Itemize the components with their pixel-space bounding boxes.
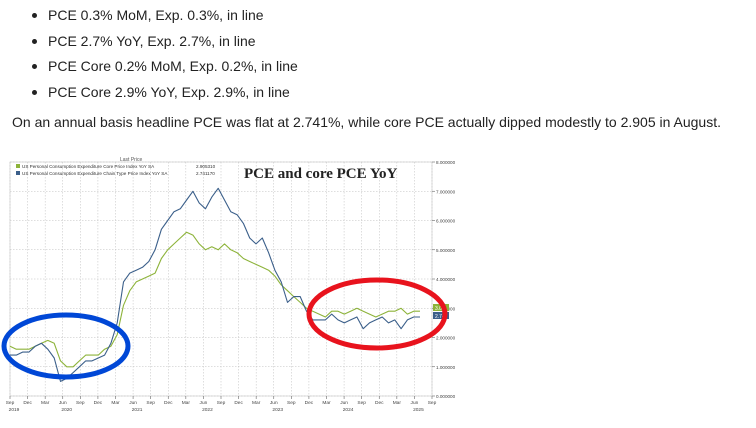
legend-label-headline: US Personal Consumption Expenditure Chai… bbox=[22, 171, 168, 176]
current-value-label-core: 3.00 bbox=[435, 306, 445, 312]
x-tick-label: Jun bbox=[129, 400, 137, 406]
chart-title: PCE and core PCE YoY bbox=[244, 166, 398, 182]
x-tick-label: Mar bbox=[252, 400, 261, 406]
legend-value-headline: 2.741170 bbox=[196, 171, 215, 176]
x-tick-label: Jun bbox=[270, 400, 278, 406]
y-tick-label: 7.000000 bbox=[436, 189, 456, 194]
legend-swatch-headline bbox=[16, 171, 20, 175]
x-tick-label: Sep bbox=[287, 400, 296, 406]
y-tick-label: 0.000000 bbox=[436, 394, 456, 399]
x-tick-label: Dec bbox=[234, 400, 243, 406]
x-year-label: 2019 bbox=[9, 407, 20, 413]
current-value-tag-core bbox=[433, 304, 449, 311]
current-value-tags: 3.00 2.74 bbox=[433, 304, 449, 320]
legend-label-core: US Personal Consumption Expenditure Core… bbox=[22, 164, 155, 169]
bullet-dot bbox=[32, 64, 37, 69]
x-tick-label: Dec bbox=[164, 400, 173, 406]
x-axis: Sep Dec Mar Jun Sep Dec Mar Jun Sep Dec Mar Jun Sep D… bbox=[6, 396, 437, 413]
x-tick-label: Sep bbox=[146, 400, 155, 406]
x-year-label: 2023 bbox=[272, 407, 283, 413]
x-tick-label: Mar bbox=[41, 400, 50, 406]
y-tick-label: 2.000000 bbox=[436, 336, 456, 341]
x-year-label: 2021 bbox=[132, 407, 143, 413]
x-tick-label: Mar bbox=[393, 400, 402, 406]
x-tick-label: Dec bbox=[94, 400, 103, 406]
x-tick-label: Sep bbox=[6, 400, 15, 406]
series-line-core-pce bbox=[9, 231, 420, 368]
bullet-text: PCE 0.3% MoM, Exp. 0.3%, in line bbox=[48, 7, 264, 23]
series-line-headline-pce bbox=[10, 187, 420, 382]
x-year-label: 2025 bbox=[413, 407, 424, 413]
chart-lines bbox=[9, 187, 420, 382]
blue-highlight-ellipse bbox=[1, 312, 131, 380]
x-tick-label: Sep bbox=[357, 400, 366, 406]
x-year-label: 2022 bbox=[202, 407, 213, 413]
x-tick-label: Sep bbox=[76, 400, 85, 406]
x-year-label: 2020 bbox=[61, 407, 72, 413]
x-tick-label: Mar bbox=[182, 400, 191, 406]
current-value-tag-headline bbox=[433, 312, 449, 319]
x-tick-label: Sep bbox=[428, 400, 437, 406]
y-axis: 0.0000001.0000002.0000003.0000004.000000… bbox=[432, 160, 456, 399]
x-tick-label: Mar bbox=[111, 400, 120, 406]
x-tick-label: Dec bbox=[305, 400, 314, 406]
x-tick-label: Mar bbox=[322, 400, 331, 406]
chart-legend: Last Price US Personal Consumption Expen… bbox=[16, 157, 216, 176]
y-tick-label: 4.000000 bbox=[436, 277, 456, 282]
x-tick-label: Jun bbox=[200, 400, 208, 406]
x-year-label: 2024 bbox=[343, 407, 354, 413]
bullet-dot bbox=[32, 38, 37, 44]
bullet-item: PCE 0.3% MoM, Exp. 0.3%, in line bbox=[30, 3, 298, 29]
y-tick-label: 1.000000 bbox=[436, 365, 456, 370]
x-tick-label: Sep bbox=[217, 400, 226, 406]
bullet-item: PCE Core 2.9% YoY, Exp. 2.9%, in line bbox=[30, 80, 298, 106]
legend-swatch-core bbox=[16, 164, 20, 168]
x-tick-label: Jun bbox=[340, 400, 348, 406]
y-tick-label: 8.000000 bbox=[436, 160, 456, 165]
y-tick-label: 6.000000 bbox=[436, 219, 456, 224]
legend-header: Last Price bbox=[120, 157, 142, 163]
x-tick-label: Jun bbox=[411, 400, 419, 406]
bullet-text: PCE 2.7% YoY, Exp. 2.7%, in line bbox=[48, 32, 256, 49]
bullet-dot bbox=[32, 89, 37, 95]
bullet-item: PCE Core 0.2% MoM, Exp. 0.2%, in line bbox=[30, 54, 298, 80]
x-tick-label: Jun bbox=[59, 400, 67, 406]
bullet-text: PCE Core 2.9% YoY, Exp. 2.9%, in line bbox=[48, 83, 290, 100]
pce-chart: 0.0000001.0000002.0000003.0000004.000000… bbox=[1, 157, 456, 413]
bullet-dot bbox=[32, 13, 37, 18]
chart-container: 0.0000001.0000002.0000003.0000004.000000… bbox=[0, 150, 756, 423]
x-tick-label: Dec bbox=[23, 400, 32, 406]
x-tick-label: Dec bbox=[375, 400, 384, 406]
current-value-label-headline: 2.74 bbox=[435, 314, 445, 320]
y-tick-label: 5.000000 bbox=[436, 248, 456, 253]
legend-value-core: 2.905310 bbox=[196, 164, 216, 169]
bullet-text: PCE Core 0.2% MoM, Exp. 0.2%, in line bbox=[48, 58, 298, 74]
summary-paragraph: On an annual basis headline PCE was flat… bbox=[12, 114, 721, 130]
bullet-list: PCE 0.3% MoM, Exp. 0.3%, in line PCE 2.7… bbox=[30, 3, 298, 105]
bullet-item: PCE 2.7% YoY, Exp. 2.7%, in line bbox=[30, 29, 298, 55]
red-highlight-ellipse bbox=[306, 277, 448, 351]
